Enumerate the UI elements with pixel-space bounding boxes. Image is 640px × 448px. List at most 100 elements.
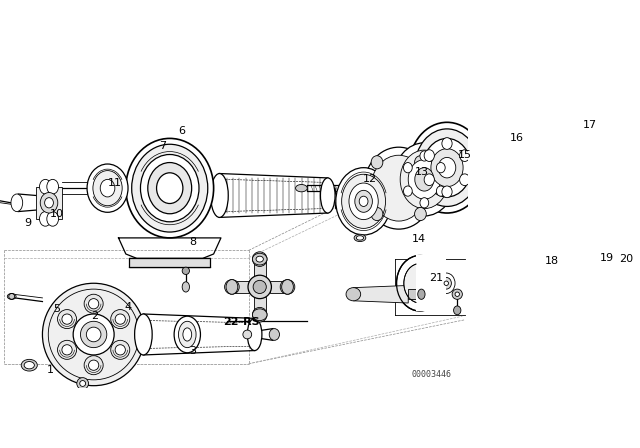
Ellipse shape	[282, 280, 293, 294]
Ellipse shape	[115, 345, 125, 355]
Ellipse shape	[403, 163, 412, 173]
Ellipse shape	[211, 173, 228, 217]
Text: 7: 7	[159, 142, 166, 151]
Ellipse shape	[436, 163, 445, 173]
Ellipse shape	[58, 310, 77, 329]
Text: 4: 4	[124, 302, 132, 312]
Ellipse shape	[355, 190, 372, 212]
Ellipse shape	[342, 174, 385, 228]
Text: 12: 12	[362, 174, 376, 184]
Ellipse shape	[415, 156, 426, 169]
Ellipse shape	[252, 252, 267, 267]
Ellipse shape	[284, 283, 291, 291]
Ellipse shape	[455, 292, 460, 297]
Ellipse shape	[444, 281, 449, 285]
Ellipse shape	[182, 267, 189, 275]
Ellipse shape	[157, 173, 183, 203]
Text: 6: 6	[178, 126, 185, 136]
Ellipse shape	[140, 155, 199, 222]
Ellipse shape	[269, 329, 280, 340]
Text: 22-RS: 22-RS	[223, 317, 260, 327]
Ellipse shape	[126, 138, 214, 238]
Ellipse shape	[115, 314, 125, 324]
Ellipse shape	[346, 288, 361, 301]
Ellipse shape	[252, 307, 267, 322]
Ellipse shape	[80, 380, 86, 387]
Ellipse shape	[21, 359, 37, 371]
Ellipse shape	[460, 150, 470, 161]
Ellipse shape	[356, 236, 364, 240]
Ellipse shape	[228, 283, 236, 291]
Ellipse shape	[371, 156, 383, 169]
Ellipse shape	[134, 314, 152, 355]
Ellipse shape	[243, 330, 252, 339]
Ellipse shape	[404, 263, 436, 303]
Ellipse shape	[47, 211, 58, 226]
Ellipse shape	[225, 280, 239, 294]
Bar	[36, 187, 62, 219]
Text: 16: 16	[509, 134, 524, 143]
Ellipse shape	[460, 174, 470, 185]
Ellipse shape	[252, 253, 267, 265]
Text: 21: 21	[429, 273, 443, 283]
Ellipse shape	[336, 168, 392, 235]
Ellipse shape	[11, 194, 22, 211]
Ellipse shape	[452, 289, 462, 299]
Polygon shape	[254, 259, 266, 277]
Ellipse shape	[442, 138, 452, 149]
Ellipse shape	[48, 289, 139, 380]
Ellipse shape	[364, 147, 434, 229]
Ellipse shape	[408, 159, 440, 199]
Text: 19: 19	[600, 253, 614, 263]
Ellipse shape	[394, 143, 455, 216]
Ellipse shape	[256, 256, 264, 262]
Text: 5: 5	[54, 304, 61, 314]
Bar	[408, 289, 421, 299]
Ellipse shape	[248, 275, 271, 299]
Ellipse shape	[62, 314, 72, 324]
Text: 15: 15	[458, 150, 472, 160]
Ellipse shape	[58, 340, 77, 359]
Ellipse shape	[45, 198, 53, 208]
Ellipse shape	[256, 255, 264, 263]
Ellipse shape	[415, 207, 426, 220]
Ellipse shape	[403, 186, 412, 196]
Ellipse shape	[359, 196, 368, 207]
Ellipse shape	[47, 179, 58, 194]
Ellipse shape	[73, 314, 114, 355]
Text: 11: 11	[108, 178, 122, 188]
Ellipse shape	[111, 310, 130, 329]
Text: 9: 9	[24, 218, 31, 228]
Text: 2: 2	[92, 311, 99, 321]
Ellipse shape	[397, 255, 444, 311]
Ellipse shape	[431, 149, 463, 187]
Ellipse shape	[174, 316, 200, 353]
Ellipse shape	[226, 280, 238, 294]
Text: 14: 14	[412, 234, 426, 244]
Bar	[129, 258, 210, 267]
Text: 1: 1	[47, 365, 54, 375]
Ellipse shape	[415, 168, 434, 191]
Ellipse shape	[100, 179, 115, 197]
Text: 8: 8	[189, 237, 196, 246]
Text: 13: 13	[414, 167, 428, 177]
Text: 00003446: 00003446	[412, 370, 452, 379]
Text: 20: 20	[619, 254, 634, 264]
Ellipse shape	[253, 280, 266, 293]
Ellipse shape	[321, 178, 335, 213]
Ellipse shape	[179, 321, 196, 348]
Ellipse shape	[86, 327, 101, 342]
Ellipse shape	[438, 157, 456, 178]
Ellipse shape	[132, 144, 208, 232]
Ellipse shape	[24, 362, 35, 369]
Ellipse shape	[40, 211, 51, 226]
Ellipse shape	[183, 328, 191, 341]
Ellipse shape	[420, 198, 429, 208]
Ellipse shape	[81, 321, 107, 348]
Ellipse shape	[371, 207, 383, 220]
Ellipse shape	[400, 150, 449, 209]
Ellipse shape	[436, 186, 445, 196]
Ellipse shape	[296, 185, 307, 192]
Bar	[480, 125, 486, 210]
Ellipse shape	[354, 234, 366, 241]
